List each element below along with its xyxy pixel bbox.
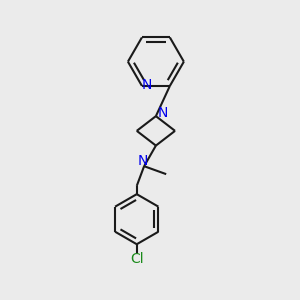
Text: N: N	[138, 154, 148, 169]
Text: N: N	[142, 78, 152, 92]
Text: N: N	[157, 106, 168, 120]
Text: Cl: Cl	[130, 252, 144, 266]
